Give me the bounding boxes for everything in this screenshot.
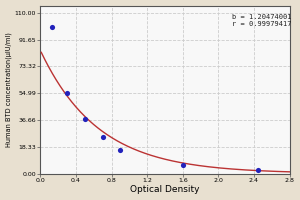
Point — [50, 26, 54, 29]
Point — [180, 163, 185, 166]
Point — [118, 149, 123, 152]
Point — [82, 118, 87, 121]
Point — [256, 168, 261, 171]
Text: b = 1.20474001
r = 0.99979417: b = 1.20474001 r = 0.99979417 — [232, 14, 291, 27]
Point — [65, 92, 70, 95]
X-axis label: Optical Density: Optical Density — [130, 185, 200, 194]
Point — [100, 135, 105, 139]
Y-axis label: Human BTD concentration(μIU/ml): Human BTD concentration(μIU/ml) — [6, 32, 12, 147]
